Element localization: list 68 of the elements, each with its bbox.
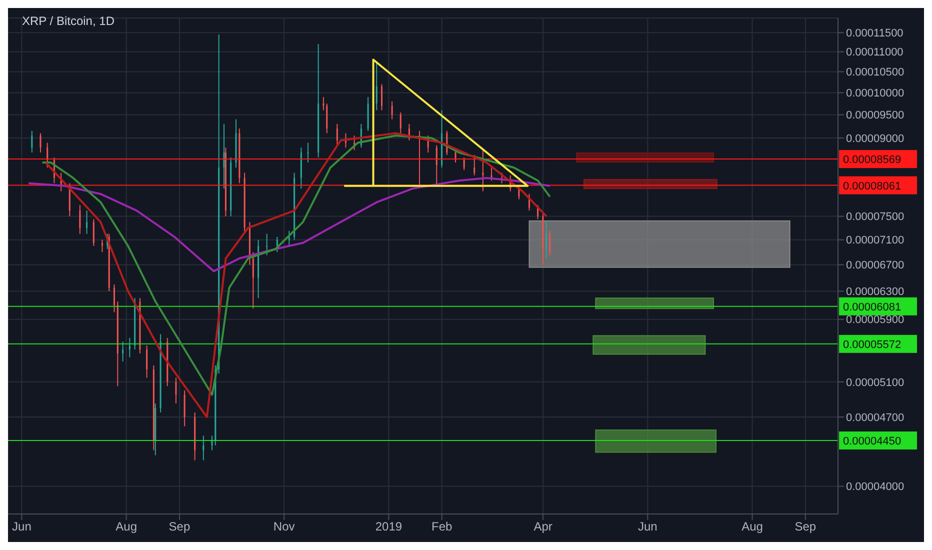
candlestick [549, 230, 551, 256]
candlestick [276, 236, 278, 253]
candlestick [326, 103, 328, 134]
candlestick [454, 150, 456, 164]
candlestick [92, 218, 94, 246]
candlestick [40, 132, 42, 154]
candlestick [86, 210, 88, 234]
candlestick [546, 222, 548, 259]
candlestick [391, 100, 393, 120]
x-tick-label: 2019 [375, 520, 402, 534]
y-tick-label: 0.00011500 [846, 28, 904, 40]
x-tick-label: Nov [273, 520, 295, 534]
candlestick [79, 204, 81, 234]
candlestick [380, 84, 383, 111]
candlestick [175, 377, 177, 404]
candlestick [46, 142, 48, 168]
candlestick [122, 341, 124, 362]
ref-line-label: 0.00005572 [843, 338, 902, 351]
y-tick-label: 0.00007500 [846, 211, 904, 224]
candlestick [336, 123, 338, 146]
y-tick-label: 0.00009500 [846, 110, 904, 122]
y-tick-label: 0.00005900 [846, 314, 904, 326]
x-tick-label: Sep [168, 520, 190, 534]
candlestick [184, 390, 186, 427]
y-tick-label: 0.00011000 [846, 46, 904, 59]
x-tick-label: Aug [742, 520, 763, 534]
x-tick-label: Sep [794, 520, 816, 534]
candlestick [344, 132, 347, 148]
candlestick [31, 130, 33, 154]
x-tick-label: Aug [116, 520, 138, 534]
candlestick [322, 96, 324, 111]
x-tick-label: Jun [12, 520, 32, 534]
ref-line-label: 0.00008569 [843, 154, 902, 166]
candlestick [482, 150, 484, 192]
x-tick-label: Feb [432, 520, 453, 534]
candlestick [146, 345, 148, 378]
y-tick-label: 0.00004700 [846, 412, 904, 424]
candlestick [537, 204, 539, 220]
ref-line-label: 0.00008061 [843, 180, 902, 192]
line-series [28, 176, 551, 272]
ref-line-label: 0.00006081 [843, 301, 902, 314]
ref-line-label: 0.00004450 [843, 435, 902, 448]
candlestick [202, 435, 204, 461]
x-tick-label: Jun [638, 520, 658, 534]
y-tick-label: 0.00006300 [846, 286, 904, 298]
y-tick-label: 0.00005100 [846, 376, 904, 389]
y-tick-label: 0.00010500 [846, 66, 904, 79]
candlestick [113, 284, 116, 313]
candlestick [211, 435, 213, 451]
y-tick-label: 0.00004000 [846, 481, 904, 494]
candlestick [474, 154, 476, 176]
candlestick [128, 337, 130, 358]
y-tick-label: 0.00006700 [846, 260, 904, 272]
candlestick [223, 123, 225, 190]
candlestick [400, 112, 402, 134]
candlestick [463, 156, 465, 171]
candlestick [252, 252, 254, 310]
y-tick-label: 0.00009000 [846, 132, 904, 145]
y-tick-label: 0.00010000 [846, 88, 904, 100]
candlestick [436, 144, 438, 186]
chart-title: XRP / Bitcoin, 1D [22, 14, 114, 28]
candlestick [101, 239, 104, 253]
candlestick [266, 233, 268, 256]
x-tick-label: Apr [534, 520, 552, 534]
candlestick [490, 167, 492, 182]
y-tick-label: 0.00007100 [846, 234, 904, 247]
candlestick [307, 142, 309, 164]
candlestick [376, 61, 378, 111]
